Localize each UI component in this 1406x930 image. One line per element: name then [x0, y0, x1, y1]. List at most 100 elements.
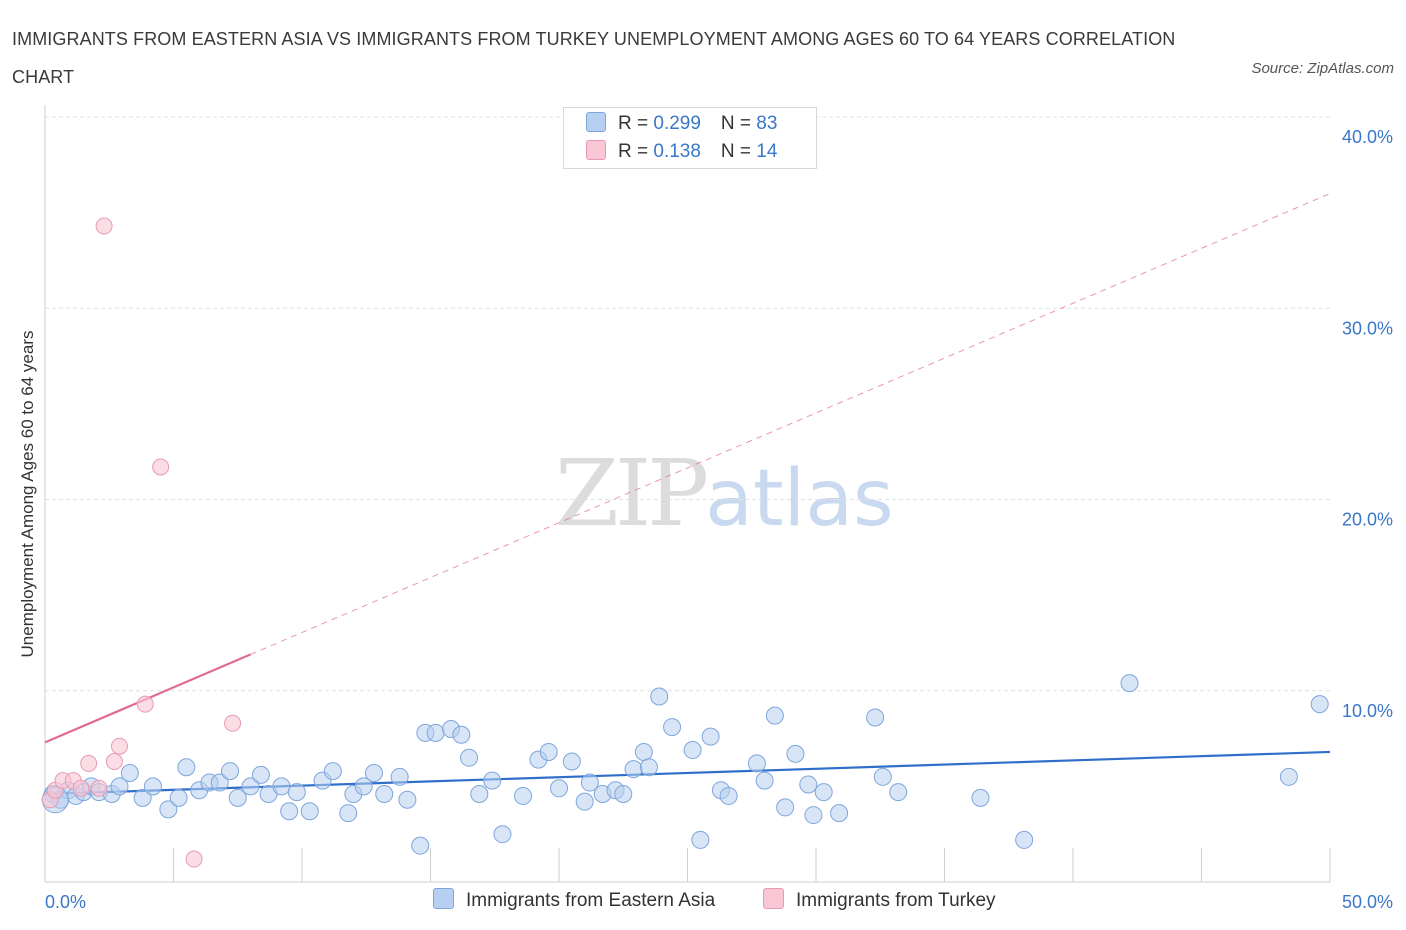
- chart-title: IMMIGRANTS FROM EASTERN ASIA VS IMMIGRAN…: [12, 29, 1176, 87]
- point-eastern-asia: [755, 771, 774, 790]
- legend-n-value: 14: [756, 141, 778, 162]
- correlation-legend: R = 0.299 N = 83 R = 0.138 N = 14: [563, 107, 817, 169]
- axes: [44, 105, 1331, 883]
- point-eastern-asia: [339, 804, 358, 823]
- data-points: [41, 217, 1329, 868]
- legend-swatch-blue: [586, 112, 606, 132]
- point-eastern-asia: [873, 767, 892, 786]
- point-eastern-asia: [177, 758, 196, 777]
- point-eastern-asia: [1120, 674, 1139, 693]
- point-eastern-asia: [514, 786, 533, 805]
- point-eastern-asia: [624, 760, 643, 779]
- trend-lines: [44, 193, 1331, 796]
- point-eastern-asia: [1015, 830, 1034, 849]
- point-turkey: [224, 714, 242, 732]
- point-eastern-asia: [470, 785, 489, 804]
- point-eastern-asia: [280, 802, 299, 821]
- point-eastern-asia: [830, 804, 849, 823]
- y-tick-label: 20.0%: [1342, 510, 1393, 530]
- legend-row-turkey: R = 0.138 N = 14: [586, 140, 777, 164]
- point-turkey: [136, 695, 154, 713]
- point-eastern-asia: [241, 777, 260, 796]
- point-eastern-asia: [663, 718, 682, 737]
- series-swatch-pink: [763, 888, 784, 909]
- point-eastern-asia: [251, 765, 270, 784]
- point-eastern-asia: [562, 752, 581, 771]
- point-eastern-asia: [323, 762, 342, 781]
- point-eastern-asia: [110, 777, 129, 796]
- point-turkey: [111, 737, 129, 755]
- point-eastern-asia: [169, 788, 188, 807]
- series-legend-eastern-asia: Immigrants from Eastern Asia: [433, 888, 715, 912]
- point-turkey: [80, 754, 98, 772]
- point-eastern-asia: [747, 754, 766, 773]
- point-eastern-asia: [786, 744, 805, 763]
- point-eastern-asia: [701, 727, 720, 746]
- point-eastern-asia: [159, 800, 178, 819]
- watermark-atlas: atlas: [705, 454, 894, 544]
- point-eastern-asia: [460, 748, 479, 767]
- point-eastern-asia: [483, 771, 502, 790]
- y-tick-label: 10.0%: [1342, 701, 1393, 721]
- point-eastern-asia: [814, 783, 833, 802]
- point-eastern-asia: [133, 788, 152, 807]
- legend-n-label: N =: [720, 141, 757, 162]
- point-eastern-asia: [287, 783, 306, 802]
- source-label: Source: ZipAtlas.com: [1251, 60, 1394, 77]
- point-eastern-asia: [691, 830, 710, 849]
- point-eastern-asia: [426, 723, 445, 742]
- point-eastern-asia: [799, 775, 818, 794]
- point-eastern-asia: [398, 790, 417, 809]
- legend-r-value: 0.138: [653, 141, 701, 162]
- point-eastern-asia: [804, 806, 823, 825]
- point-eastern-asia: [390, 767, 409, 786]
- point-eastern-asia: [580, 773, 599, 792]
- point-eastern-asia: [639, 758, 658, 777]
- y-tick-label: 30.0%: [1342, 318, 1393, 338]
- point-eastern-asia: [228, 788, 247, 807]
- point-eastern-asia: [634, 742, 653, 761]
- point-eastern-asia: [272, 777, 291, 796]
- watermark: ZIPatlas: [555, 440, 894, 547]
- point-eastern-asia: [1279, 767, 1298, 786]
- point-eastern-asia: [889, 783, 908, 802]
- point-eastern-asia: [776, 798, 795, 817]
- point-eastern-asia: [364, 763, 383, 782]
- point-turkey: [90, 779, 108, 797]
- point-eastern-asia: [550, 779, 568, 798]
- legend-r-value: 0.299: [653, 113, 701, 134]
- point-turkey: [105, 753, 123, 771]
- series-legend-turkey: Immigrants from Turkey: [763, 888, 996, 912]
- point-eastern-asia: [614, 785, 633, 804]
- x-tick-label: 0.0%: [45, 892, 86, 912]
- point-turkey: [152, 458, 170, 476]
- legend-r-label: R =: [618, 113, 654, 134]
- point-eastern-asia: [650, 687, 669, 706]
- x-tick-label: 50.0%: [1342, 892, 1393, 912]
- series-name: Immigrants from Eastern Asia: [466, 890, 716, 911]
- legend-r-label: R =: [618, 141, 654, 162]
- legend-swatch-pink: [586, 140, 606, 160]
- gridlines: [45, 116, 1330, 692]
- point-eastern-asia: [971, 788, 990, 807]
- point-eastern-asia: [719, 786, 738, 805]
- tick-labels: 10.0% 20.0% 30.0% 40.0% 0.0% 50.0%: [45, 127, 1393, 912]
- y-tick-label: 40.0%: [1342, 127, 1393, 147]
- legend-row-eastern-asia: R = 0.299 N = 83: [586, 112, 777, 136]
- point-eastern-asia: [375, 785, 394, 804]
- legend-n-value: 83: [756, 113, 778, 134]
- point-eastern-asia: [1310, 695, 1329, 714]
- point-eastern-asia: [354, 777, 373, 796]
- point-turkey: [185, 850, 203, 868]
- legend-n-label: N =: [720, 113, 757, 134]
- series-name: Immigrants from Turkey: [796, 890, 996, 911]
- watermark-zip: ZIP: [555, 440, 709, 547]
- trend-extension-turkey: [250, 193, 1331, 655]
- point-eastern-asia: [300, 802, 319, 821]
- point-eastern-asia: [765, 706, 784, 725]
- point-eastern-asia: [210, 773, 229, 792]
- series-swatch-blue: [433, 888, 454, 909]
- point-turkey: [72, 779, 90, 797]
- point-turkey: [95, 217, 113, 235]
- point-eastern-asia: [539, 742, 558, 761]
